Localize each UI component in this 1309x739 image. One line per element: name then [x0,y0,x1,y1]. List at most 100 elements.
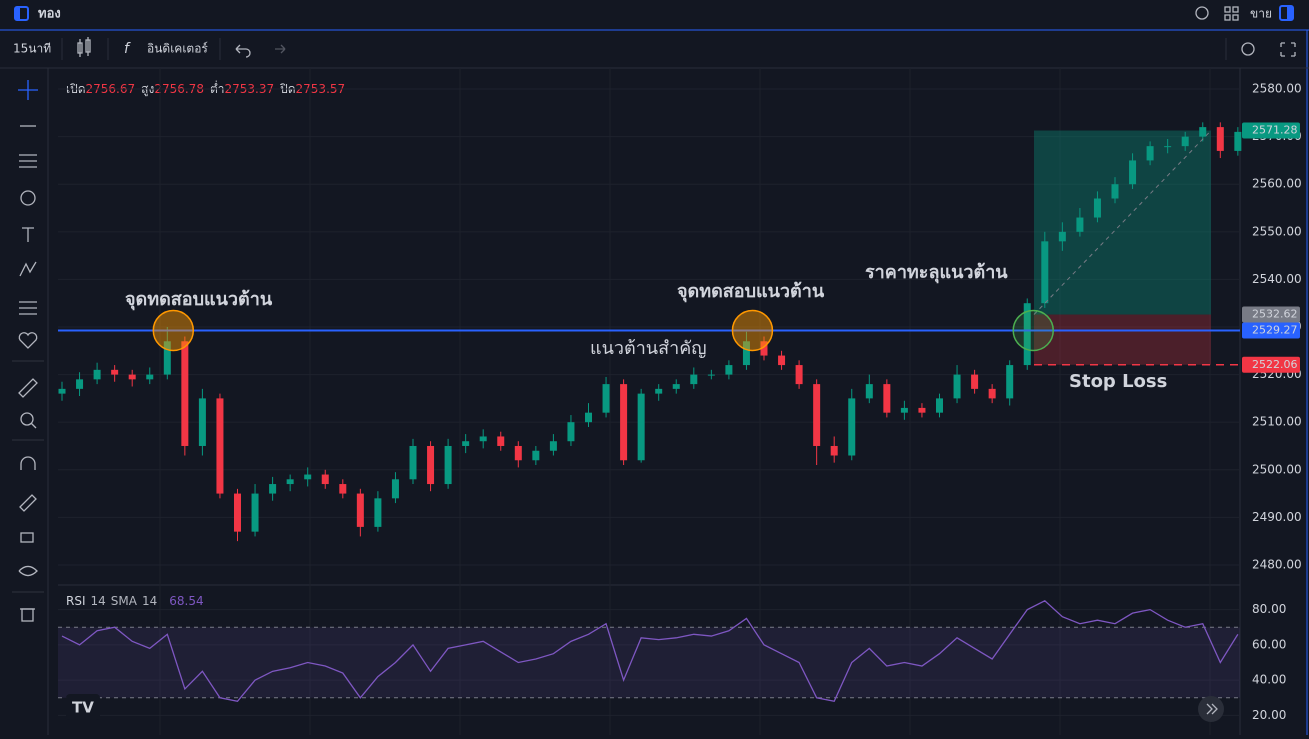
candle-body [672,384,680,389]
rsi-value: 68.54 [169,594,203,608]
candle-body [356,493,364,527]
candle-body [532,450,540,461]
price-tag [1242,122,1300,139]
candle-body [514,445,522,461]
fx-icon: f [124,41,131,57]
candle-body [234,493,241,532]
candle-body [1129,160,1137,185]
scroll-button[interactable] [1198,696,1224,722]
settings-icon[interactable] [1241,42,1255,56]
y-tick-label: 2480.00 [1252,557,1302,571]
candle-body [725,365,733,375]
annotation: Stop Loss [1069,371,1167,392]
candle-body [1216,127,1224,151]
annotation: แนวต้านสำคัญ [590,338,707,359]
candle-body [707,374,715,376]
candle-body [971,374,979,389]
candle-body [830,445,838,456]
grid-icon [1224,14,1231,21]
candle-body [953,374,961,399]
candle-body [93,369,101,380]
panel-icon [1287,6,1293,20]
price-tag [1242,322,1300,339]
candle-body [1181,136,1189,147]
rsi-band-fill [58,627,1240,698]
price-tag-label: 2571.28 [1252,124,1298,137]
sell-button[interactable]: ขาย [1250,7,1272,21]
y-tick-label: 2580.00 [1252,82,1302,96]
trade-path [1033,130,1212,315]
candle-body [216,398,224,494]
candle-body [1199,127,1207,137]
y-tick-label: 20.00 [1252,708,1286,722]
y-tick-label: 2560.00 [1252,177,1302,191]
fullscreen-icon[interactable] [1280,42,1296,57]
rsi-length: 14 [91,594,106,608]
candle-body [111,369,119,375]
indicators-button[interactable]: อินดิเคเตอร์ [147,42,208,56]
candle-body [936,398,943,413]
layout-icon [15,7,20,20]
close-label: ปิด [280,82,296,96]
symbol[interactable]: ทอง [38,7,61,22]
candle-body [58,388,66,394]
grid-icon [1232,6,1239,13]
candle-type-icon[interactable] [77,37,91,57]
y-tick-label: 40.00 [1252,673,1286,687]
drawing-tools[interactable] [12,80,44,622]
candle-body [444,445,452,485]
candle-body [339,484,347,494]
price-tag-label: 2522.06 [1252,358,1298,371]
price-tag [1242,306,1300,323]
candle-body [462,441,470,446]
grid-icon[interactable] [1224,6,1231,13]
candle-body [848,398,856,456]
refresh-icon[interactable] [1195,6,1209,20]
candle-body [198,398,206,446]
rsi-name: RSI [66,594,86,608]
logo-mark: TV [72,699,94,717]
open-value: 2756.67 [86,82,136,96]
candle-body [778,355,786,366]
redo-icon[interactable] [275,44,286,54]
grid-icon [1232,14,1239,21]
candle-body [1058,231,1066,242]
candle-body [374,498,382,527]
candle-body [163,341,171,375]
header-bar [0,0,1309,30]
candle-body [865,384,873,399]
price-tag-label: 2532.62 [1252,308,1298,321]
candle-body [304,474,312,480]
candle-body [1023,303,1031,366]
y-tick-label: 2510.00 [1252,415,1302,429]
test-marker [1012,309,1054,352]
low-value: 2753.37 [224,82,274,96]
candle-body [286,479,294,485]
open-label: เปิด [66,82,86,96]
candle-body [251,493,259,532]
candle-body [409,445,417,480]
y-tick-label: 80.00 [1252,602,1286,616]
candle-body [1234,131,1242,151]
candle-body [567,422,575,442]
y-tick-label: 2500.00 [1252,462,1302,476]
logo[interactable] [66,694,100,720]
ohlc-legend: เปิด2756.67 สูง2756.78 ต่ำ2753.37 ปิด2753.5… [66,80,345,97]
candle-body [427,445,435,485]
candle-body [1041,241,1049,304]
undo-icon[interactable] [235,44,251,58]
candle-body [1006,365,1014,399]
rsi-ma: SMA [111,594,138,608]
interval[interactable]: 15นาที [13,42,51,56]
price-tag-label: 2529.27 [1252,323,1298,336]
plot: 2480.002490.002500.002510.002520.002530.… [58,68,1302,735]
candle-body [690,374,698,385]
test-marker [731,309,774,352]
candle-body [795,365,803,385]
annotation: จุดทดสอบแนวต้าน [125,289,273,311]
scroll-icon [1206,703,1218,715]
candle-body [76,379,84,389]
